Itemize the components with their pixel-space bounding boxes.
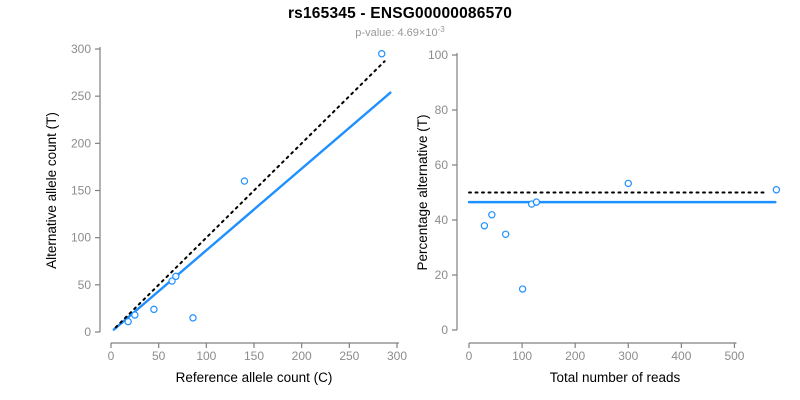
figure-subtitle: p-value: 4.69×10-3 bbox=[0, 25, 800, 39]
x-tick-label: 250 bbox=[339, 349, 359, 363]
y-tick-label: 100 bbox=[71, 231, 91, 245]
y-tick-label: 250 bbox=[71, 89, 91, 103]
left-plot: 0 50 100 150 200 250 300 0 50 100 150 200 250 300 Refe… bbox=[44, 42, 407, 385]
x-tick-label: 400 bbox=[671, 349, 691, 363]
y-tick-label: 0 bbox=[84, 325, 91, 339]
pvalue-label: p-value: 4.69×10 bbox=[355, 27, 438, 39]
x-tick-label: 150 bbox=[244, 349, 264, 363]
data-point bbox=[172, 272, 180, 281]
identity-line bbox=[114, 60, 386, 329]
x-tick-label: 50 bbox=[152, 349, 166, 363]
y-tick-label: 40 bbox=[435, 213, 449, 227]
x-tick-label: 100 bbox=[196, 349, 216, 363]
y-tick-label: 50 bbox=[78, 278, 92, 292]
data-point bbox=[501, 230, 510, 238]
data-point bbox=[240, 177, 249, 185]
y-tick-label: 60 bbox=[435, 158, 449, 172]
data-point bbox=[168, 277, 176, 285]
x-tick-label: 100 bbox=[512, 349, 532, 363]
data-point bbox=[378, 50, 386, 58]
x-tick-label: 300 bbox=[618, 349, 638, 363]
data-point bbox=[532, 198, 541, 206]
x-tick-label: 0 bbox=[108, 349, 115, 363]
y-tick-label: 80 bbox=[435, 103, 449, 117]
y-tick-label: 300 bbox=[71, 42, 91, 56]
data-point bbox=[189, 314, 197, 322]
x-tick-label: 200 bbox=[292, 349, 312, 363]
x-axis-label: Reference allele count (C) bbox=[176, 370, 333, 385]
data-point bbox=[480, 222, 489, 230]
y-tick-label: 150 bbox=[71, 184, 91, 198]
data-point bbox=[518, 285, 527, 293]
data-point bbox=[488, 211, 496, 219]
y-tick-label: 0 bbox=[441, 323, 448, 337]
y-axis-label: Percentage alternative (T) bbox=[415, 114, 430, 270]
figure-title: rs165345 - ENSG00000086570 bbox=[287, 5, 513, 22]
y-tick-label: 100 bbox=[428, 48, 448, 62]
x-axis-label: Total number of reads bbox=[550, 370, 681, 385]
data-point bbox=[150, 305, 158, 314]
data-point bbox=[124, 317, 132, 326]
y-tick-label: 200 bbox=[71, 136, 91, 150]
x-tick-label: 0 bbox=[466, 349, 473, 363]
x-tick-label: 500 bbox=[724, 349, 744, 363]
data-point bbox=[624, 179, 632, 188]
x-tick-label: 200 bbox=[565, 349, 585, 363]
pvalue-exponent: -3 bbox=[437, 25, 445, 34]
y-axis-label: Alternative allele count (T) bbox=[44, 112, 59, 269]
right-plot: 0 100 200 300 400 500 0 20 40 60 80 100 Total number… bbox=[415, 48, 781, 385]
fit-line bbox=[112, 91, 392, 331]
x-tick-label: 300 bbox=[387, 349, 407, 363]
y-tick-label: 20 bbox=[435, 268, 449, 282]
data-point bbox=[772, 186, 781, 194]
data-point bbox=[131, 311, 139, 319]
